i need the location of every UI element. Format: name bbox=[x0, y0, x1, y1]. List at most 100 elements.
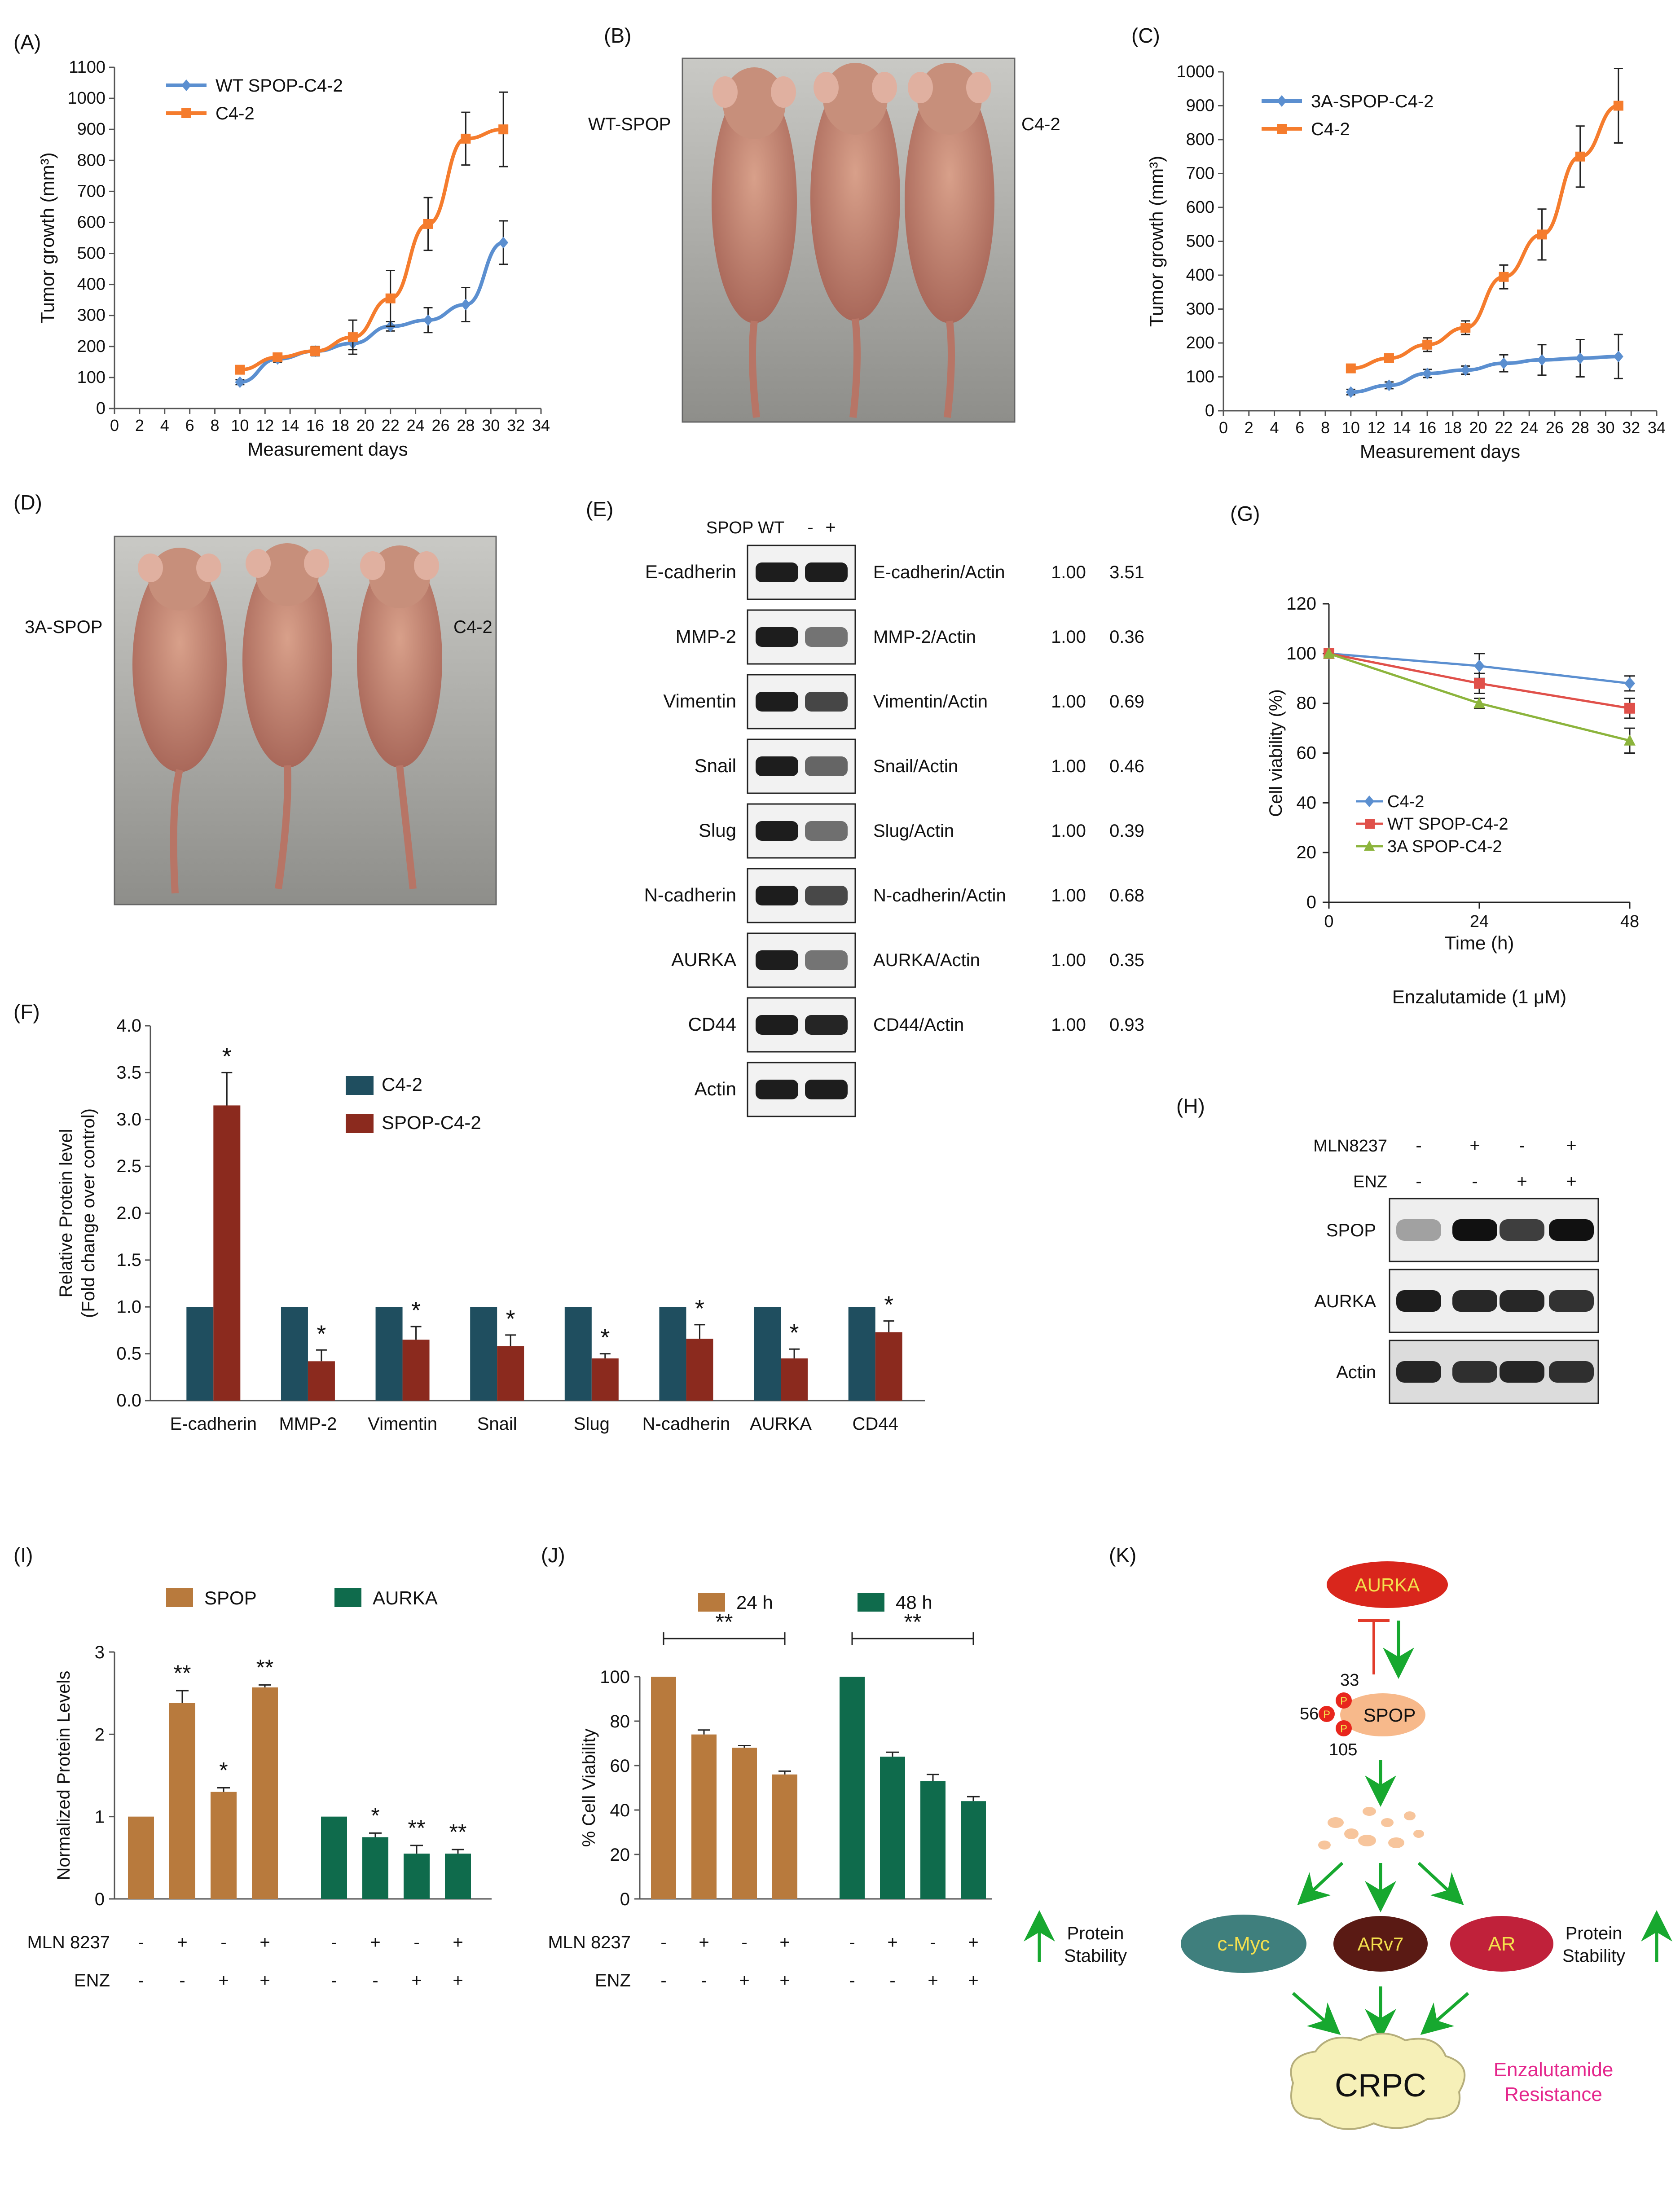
data-point bbox=[1323, 647, 1335, 659]
data-point bbox=[1422, 367, 1433, 379]
data-point bbox=[1499, 272, 1509, 282]
spop-node bbox=[1340, 1693, 1425, 1736]
y-tick-label: 20 bbox=[1297, 843, 1317, 862]
band-lane-1 bbox=[756, 692, 798, 712]
blot-label: AURKA bbox=[1314, 1292, 1376, 1311]
legend-swatch bbox=[166, 1588, 193, 1607]
photo-d-mice bbox=[114, 536, 497, 905]
data-point bbox=[385, 293, 396, 303]
category-label: Snail bbox=[477, 1414, 517, 1434]
legend-swatch bbox=[346, 1076, 374, 1095]
spop-wt-header: SPOP WT bbox=[706, 518, 785, 537]
significance-star: ** bbox=[904, 1609, 922, 1634]
x-tick-label: 30 bbox=[1596, 418, 1614, 437]
bar-24-h bbox=[691, 1734, 717, 1899]
x-tick-label: 16 bbox=[1418, 418, 1436, 437]
enz-sign: - bbox=[849, 1971, 855, 1990]
x-tick-label: 4 bbox=[1270, 418, 1279, 437]
band-lane-1 bbox=[756, 756, 798, 776]
significance-star: ** bbox=[408, 1815, 426, 1841]
bar-spop-c4-2 bbox=[686, 1339, 713, 1401]
enz-sign: + bbox=[739, 1971, 749, 1990]
phospho-circle-2 bbox=[1319, 1706, 1335, 1722]
data-point bbox=[1575, 151, 1585, 162]
x-tick-label: 26 bbox=[431, 416, 449, 435]
y-axis-label: Tumor growth (mm³) bbox=[37, 152, 58, 323]
mln-sign: - bbox=[413, 1933, 419, 1952]
y-tick-label: 0 bbox=[1205, 401, 1214, 420]
y-tick-label: 0 bbox=[95, 1889, 105, 1909]
y-tick-label: 80 bbox=[1297, 694, 1317, 713]
significance-star: * bbox=[506, 1305, 515, 1332]
enz-sign: - bbox=[701, 1971, 707, 1990]
x-tick-label: 8 bbox=[211, 416, 220, 435]
data-point bbox=[235, 365, 245, 375]
panel-h-western-blot: MLN8237 ENZ - - + - - + + + SPOP AURKA Actin bbox=[1313, 1136, 1599, 1404]
data-point bbox=[1384, 379, 1394, 391]
enz-sign: + bbox=[968, 1971, 978, 1990]
y-tick-label: 40 bbox=[610, 1801, 630, 1820]
significance-star: * bbox=[222, 1043, 232, 1070]
blot-ratio-control: 1.00 bbox=[1051, 1015, 1086, 1035]
blot-protein-label: CD44 bbox=[688, 1014, 736, 1035]
mln-sign: + bbox=[1566, 1136, 1576, 1156]
stability-left-line1: Protein bbox=[1067, 1924, 1124, 1943]
band-lane-1 bbox=[756, 821, 798, 841]
bar-c4-2 bbox=[848, 1307, 875, 1401]
y-tick-label: 600 bbox=[1186, 198, 1214, 217]
y-tick-label: 100 bbox=[77, 368, 106, 387]
stability-left-line2: Stability bbox=[1064, 1946, 1127, 1966]
data-point bbox=[498, 124, 509, 135]
band bbox=[1549, 1219, 1594, 1241]
bar-spop-c4-2 bbox=[213, 1105, 241, 1401]
photo-d-right-label: C4-2 bbox=[453, 617, 493, 637]
y-tick-label: 100 bbox=[1186, 368, 1214, 387]
x-tick-label: 12 bbox=[1368, 418, 1385, 437]
data-point bbox=[461, 133, 471, 144]
x-axis-label: Measurement days bbox=[1360, 441, 1520, 462]
blot-protein-label: AURKA bbox=[671, 949, 736, 970]
row-label-mln: MLN 8237 bbox=[27, 1933, 110, 1952]
aurka-node bbox=[1327, 1561, 1448, 1608]
bar-spop-c4-2 bbox=[308, 1361, 335, 1401]
blot-ratio-control: 1.00 bbox=[1051, 627, 1086, 647]
cmyc-node-label: c-Myc bbox=[1217, 1933, 1270, 1955]
mouse-b-2 bbox=[810, 63, 900, 418]
y-tick-label: 20 bbox=[610, 1845, 630, 1865]
panel-letter-a: (A) bbox=[13, 31, 41, 54]
y-tick-label: 2.5 bbox=[116, 1156, 141, 1176]
blot-ratio-label: N-cadherin/Actin bbox=[873, 886, 1006, 905]
y-tick-label: 60 bbox=[610, 1756, 630, 1776]
y-tick-label: 0 bbox=[620, 1889, 630, 1909]
y-tick-label: 800 bbox=[1186, 130, 1214, 149]
band-lane-2 bbox=[805, 1080, 848, 1099]
legend-swatch bbox=[698, 1593, 725, 1612]
enz-sign: - bbox=[179, 1971, 185, 1990]
panel-letter-j: (J) bbox=[541, 1543, 565, 1567]
significance-star: ** bbox=[716, 1609, 733, 1634]
band bbox=[1549, 1290, 1594, 1312]
x-tick-label: 24 bbox=[1470, 912, 1489, 931]
y-tick-label: 300 bbox=[77, 306, 106, 325]
y-tick-label: 100 bbox=[1286, 644, 1316, 663]
mln-sign: - bbox=[1519, 1136, 1525, 1156]
y-axis-label: Normalized Protein Levels bbox=[54, 1671, 74, 1880]
arrow-to-cmyc bbox=[1297, 1862, 1344, 1905]
enz-sign: + bbox=[411, 1971, 422, 1990]
bar-aurka bbox=[445, 1854, 471, 1899]
legend-label: 3A SPOP-C4-2 bbox=[1387, 837, 1502, 856]
mouse-d-1 bbox=[132, 548, 227, 894]
x-tick-label: 6 bbox=[185, 416, 194, 435]
legend-swatch bbox=[858, 1593, 884, 1612]
legend-label: C4-2 bbox=[215, 104, 255, 123]
significance-star: ** bbox=[449, 1819, 467, 1845]
data-point bbox=[347, 332, 358, 343]
cmyc-node bbox=[1181, 1915, 1306, 1973]
y-tick-label: 0 bbox=[96, 399, 106, 418]
y-tick-label: 0.0 bbox=[116, 1391, 141, 1410]
stability-right-line2: Stability bbox=[1562, 1946, 1625, 1966]
y-tick-label: 100 bbox=[600, 1667, 630, 1687]
data-point bbox=[1537, 229, 1547, 240]
bar-48-h bbox=[920, 1781, 946, 1899]
x-tick-label: 22 bbox=[382, 416, 400, 435]
